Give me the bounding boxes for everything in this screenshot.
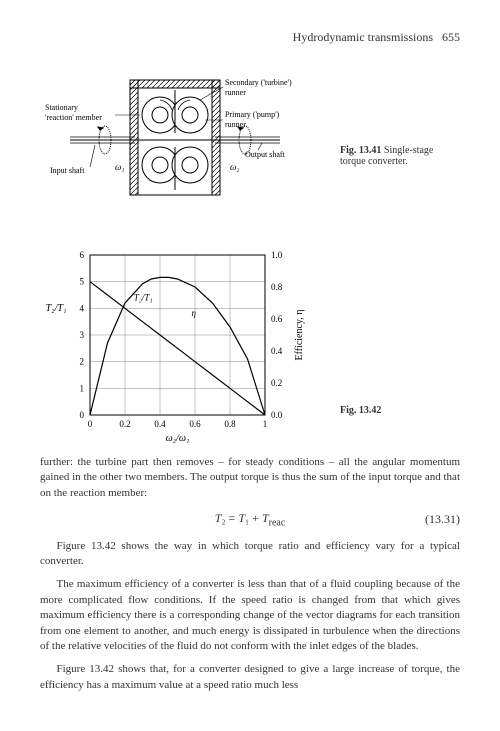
label-input: Input shaft: [50, 166, 85, 175]
equation: T₂ = T₁ + Treac (13.31): [40, 511, 460, 528]
svg-text:0.6: 0.6: [189, 419, 201, 429]
paragraph-2: Figure 13.42 shows the way in which torq…: [40, 539, 460, 570]
page-header: Hydrodynamic transmissions 655: [40, 30, 460, 45]
fig1-label: Fig. 13.41: [340, 145, 381, 156]
paragraph-3: The maximum efficiency of a converter is…: [40, 577, 460, 654]
svg-text:'reaction' member: 'reaction' member: [45, 113, 102, 122]
svg-text:1: 1: [263, 419, 268, 429]
svg-text:0.2: 0.2: [271, 378, 282, 388]
fig1-diagram: Secondary ('turbine') runner Stationary …: [40, 65, 320, 235]
paragraph-4: Figure 13.42 shows that, for a converter…: [40, 662, 460, 693]
svg-text:0: 0: [80, 410, 85, 420]
svg-text:Efficiency, η: Efficiency, η: [294, 309, 305, 360]
svg-text:0.4: 0.4: [271, 346, 283, 356]
fig2-label: Fig. 13.42: [340, 405, 381, 416]
svg-text:3: 3: [80, 330, 85, 340]
header-title: Hydrodynamic transmissions: [293, 30, 433, 44]
svg-text:0.0: 0.0: [271, 410, 283, 420]
svg-text:runner: runner: [225, 120, 246, 129]
fig1-caption: Fig. 13.41 Single-stage torque converter…: [320, 65, 460, 167]
fig2-chart: 0 0.2 0.4 0.6 0.8 1 0 1 2 3 4 5 6 0.0 0.2 0.4 0.6 0.8 1.0 ω…: [40, 245, 320, 445]
page-number: 655: [442, 30, 460, 44]
svg-text:0.8: 0.8: [224, 419, 236, 429]
figure-1-row: Secondary ('turbine') runner Stationary …: [40, 65, 460, 235]
label-output: Output shaft: [245, 150, 286, 159]
fig2-caption: Fig. 13.42: [320, 245, 460, 416]
label-omega1: ω₁: [115, 162, 124, 172]
eq-num: (13.31): [425, 512, 460, 527]
label-secondary: Secondary ('turbine'): [225, 78, 292, 87]
svg-text:2: 2: [80, 357, 85, 367]
eq-text: T₂ = T₁ + Treac: [215, 511, 286, 528]
svg-text:0.6: 0.6: [271, 314, 283, 324]
svg-text:5: 5: [80, 277, 85, 287]
paragraph-1: further: the turbine part then removes –…: [40, 455, 460, 501]
svg-text:runner: runner: [225, 88, 246, 97]
label-omega2: ω₂: [230, 162, 239, 172]
svg-text:0: 0: [88, 419, 93, 429]
svg-text:η: η: [192, 308, 197, 318]
svg-text:ω₂/ω₁: ω₂/ω₁: [166, 433, 190, 444]
svg-text:6: 6: [80, 250, 85, 260]
svg-text:4: 4: [80, 303, 85, 313]
label-primary: Primary ('pump'): [225, 110, 280, 119]
svg-text:1: 1: [80, 383, 85, 393]
label-stationary: Stationary: [45, 103, 78, 112]
figure-2-row: 0 0.2 0.4 0.6 0.8 1 0 1 2 3 4 5 6 0.0 0.2 0.4 0.6 0.8 1.0 ω…: [40, 245, 460, 445]
svg-text:0.2: 0.2: [119, 419, 130, 429]
svg-text:T₂/T₁: T₂/T₁: [134, 292, 153, 302]
svg-text:0.8: 0.8: [271, 282, 283, 292]
svg-text:0.4: 0.4: [154, 419, 166, 429]
svg-text:1.0: 1.0: [271, 250, 283, 260]
svg-text:T₂/T₁: T₂/T₁: [46, 303, 67, 314]
